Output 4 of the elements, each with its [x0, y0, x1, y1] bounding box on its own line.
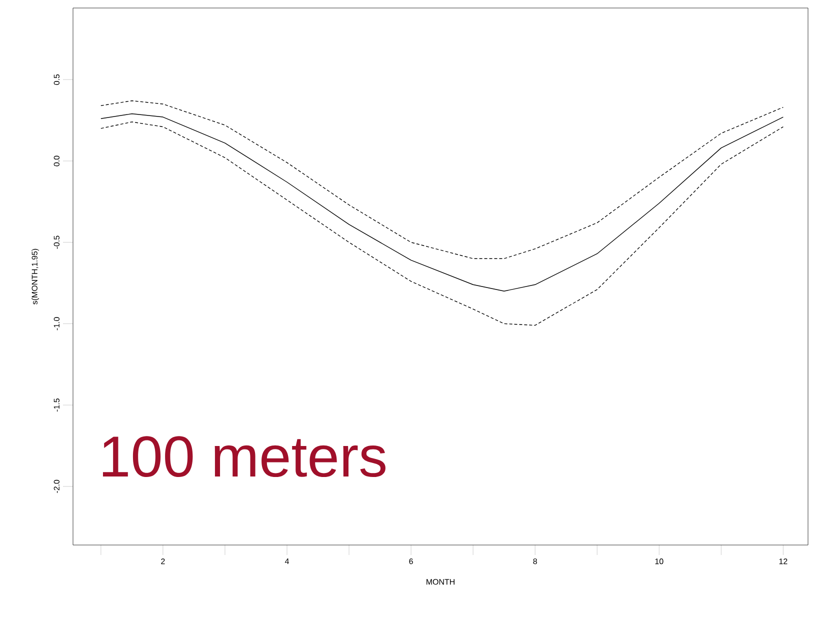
annotation: 100 meters: [102, 436, 386, 478]
line-series: [100, 100, 784, 259]
line-series: [100, 113, 784, 292]
line-series: [100, 122, 784, 326]
